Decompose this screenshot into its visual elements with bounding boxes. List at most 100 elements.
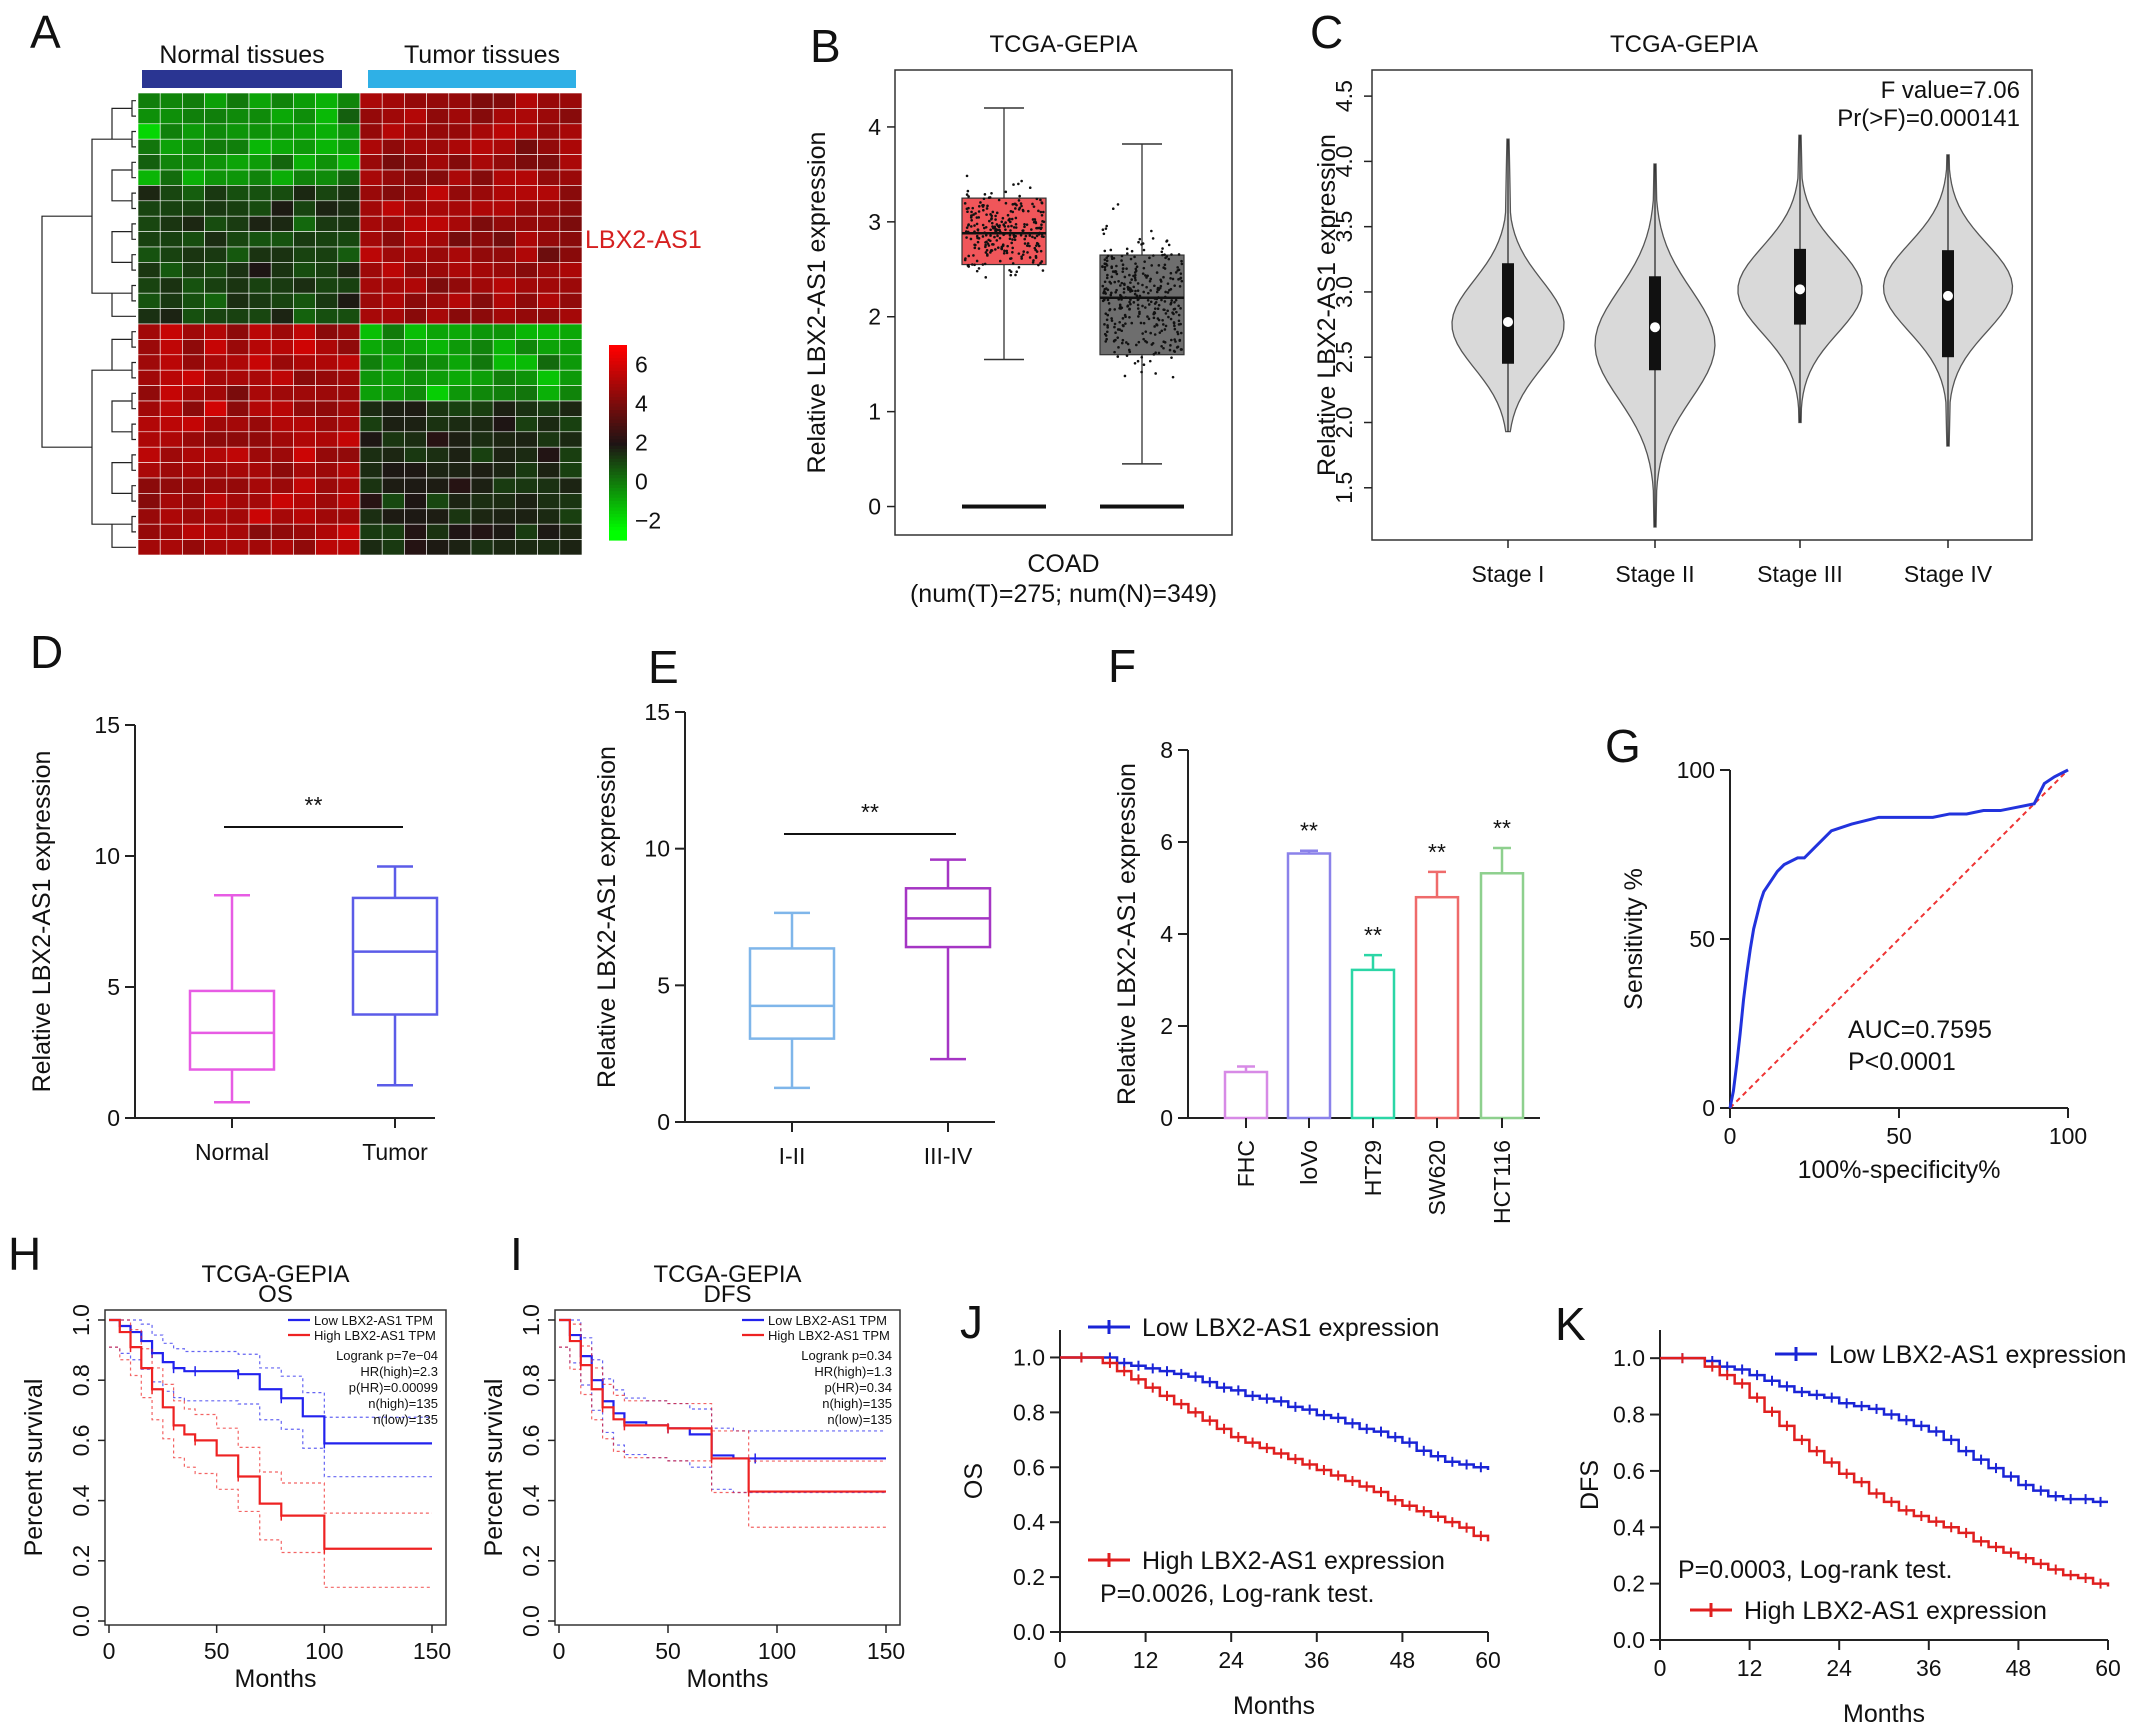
y-tick-label: 6 — [1160, 829, 1173, 855]
y-tick-label: 0 — [1702, 1095, 1715, 1121]
heatmap-cell — [159, 231, 183, 248]
jitter-point — [1158, 331, 1162, 334]
panel-label-G: G — [1605, 720, 1641, 772]
y-tick-label: 15 — [94, 712, 120, 738]
heatmap-cell — [248, 215, 272, 232]
jitter-point — [1021, 229, 1025, 232]
colorbar-segment — [609, 397, 627, 401]
heatmap-cell — [226, 493, 250, 510]
jitter-point — [1177, 319, 1181, 323]
heatmap-cell — [182, 246, 205, 263]
jitter-point — [987, 244, 991, 247]
heatmap-cell — [381, 123, 405, 140]
heatmap-cell — [159, 108, 183, 125]
heatmap-cell — [137, 508, 161, 525]
jitter-point — [1161, 318, 1164, 322]
jitter-point — [1155, 271, 1159, 274]
heatmap-cell — [226, 185, 250, 202]
jitter-point — [1031, 218, 1035, 221]
x-tick-label: Stage I — [1472, 561, 1545, 587]
heatmap-cell — [381, 431, 405, 448]
jitter-point — [1148, 279, 1152, 283]
heatmap-cell — [515, 154, 538, 171]
heatmap-cell — [448, 308, 472, 325]
heatmap-cell — [337, 92, 361, 109]
jitter-point — [985, 207, 989, 210]
jitter-point — [1000, 247, 1004, 251]
colorbar-segment — [609, 358, 627, 362]
heatmap-cell — [182, 431, 205, 448]
panel-label-J: J — [960, 1296, 983, 1348]
jitter-point — [1030, 228, 1033, 231]
y-axis-label: Relative LBX2-AS1 expression — [28, 751, 56, 1093]
jitter-point — [1157, 296, 1160, 299]
y-tick-label: 0.4 — [68, 1484, 94, 1516]
jitter-point — [1005, 251, 1009, 255]
heatmap-cell — [204, 231, 228, 248]
heatmap-cell — [492, 416, 516, 433]
heatmap-cell — [559, 323, 583, 340]
jitter-point — [1021, 208, 1025, 212]
heatmap-cell — [159, 185, 183, 202]
heatmap-cell — [381, 215, 405, 232]
jitter-point — [989, 234, 992, 237]
box — [748, 947, 836, 1040]
heatmap-cell — [492, 92, 516, 109]
x-tick-label: HT29 — [1360, 1140, 1386, 1196]
heatmap-cell — [204, 185, 228, 202]
heatmap-cell — [337, 262, 361, 279]
jitter-point — [1013, 238, 1017, 242]
jitter-point — [965, 226, 969, 229]
panel-k-km: 0.0 0.2 0.4 0.6 0.8 1.0 0 12 24 36 48 60 DFS Months Lo… — [1576, 1330, 2126, 1728]
heatmap-cell — [426, 539, 450, 556]
heatmap-cell — [204, 108, 228, 125]
jitter-point — [1004, 228, 1007, 231]
jitter-point — [1102, 232, 1106, 236]
heatmap-cell — [559, 508, 583, 525]
heatmap-cell — [293, 446, 316, 463]
heatmap-cell — [270, 262, 294, 279]
heatmap-cell — [381, 92, 405, 109]
heatmap-cell — [381, 308, 405, 325]
colorbar-segment — [609, 494, 627, 499]
heatmap-cell — [404, 339, 427, 356]
jitter-point — [1010, 224, 1013, 228]
jitter-point — [1107, 302, 1111, 305]
heatmap-cell — [515, 462, 538, 479]
jitter-point — [977, 237, 981, 240]
jitter-point — [1111, 270, 1115, 273]
x-tick-label: 12 — [1133, 1647, 1159, 1673]
heatmap-cell — [448, 539, 472, 556]
jitter-point — [1004, 190, 1008, 194]
colorbar-tick: −2 — [635, 508, 661, 534]
heatmap-cell — [137, 246, 161, 263]
jitter-point — [1164, 256, 1167, 260]
confidence-band — [559, 1346, 886, 1528]
x-tick-label: loVo — [1296, 1140, 1322, 1185]
bar-SW620 — [1414, 895, 1460, 1120]
jitter-point — [982, 226, 986, 230]
jitter-point — [1002, 223, 1006, 227]
chart-subtitle: OS — [258, 1281, 293, 1308]
heatmap-cell — [270, 431, 294, 448]
heatmap-cell — [559, 416, 583, 433]
jitter-point — [1032, 205, 1036, 208]
heatmap-cell — [537, 385, 561, 402]
colorbar-segment — [609, 530, 627, 535]
colorbar-segment — [609, 527, 627, 531]
heatmap-cell — [537, 539, 561, 556]
heatmap-cell — [426, 154, 450, 171]
heatmap-cell — [182, 354, 205, 371]
jitter-point — [1006, 244, 1009, 248]
y-tick-label: 3.5 — [1331, 211, 1357, 243]
heatmap-cell — [515, 539, 538, 556]
jitter-point — [1033, 236, 1037, 240]
heatmap-cell — [515, 292, 538, 309]
jitter-point — [984, 243, 987, 247]
heatmap-cell — [404, 246, 427, 263]
heatmap-cell — [204, 539, 228, 556]
heatmap-cell — [315, 493, 339, 510]
heatmap-cell — [182, 154, 205, 171]
colorbar-segment — [609, 514, 627, 518]
heatmap-cell — [515, 231, 538, 248]
